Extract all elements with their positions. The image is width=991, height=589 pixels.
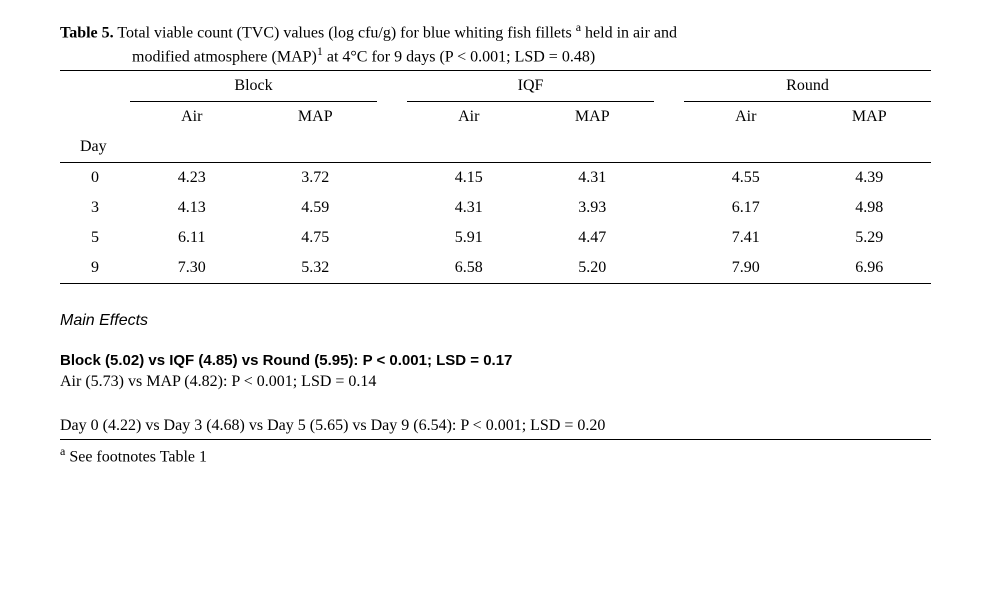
- table-body: 04.233.72 4.154.31 4.554.39 34.134.59 4.313.…: [60, 163, 931, 284]
- data-cell: 7.90: [684, 253, 808, 284]
- main-effects-line-2: Air (5.73) vs MAP (4.82): P < 0.001; LSD…: [60, 373, 931, 391]
- data-cell: 3.93: [531, 193, 655, 223]
- col-group-round: Round: [684, 71, 931, 102]
- data-cell: 4.23: [130, 163, 254, 194]
- data-cell: 5.91: [407, 223, 531, 253]
- day-header: Day: [60, 132, 130, 163]
- day-cell: 5: [60, 223, 130, 253]
- col-group-block: Block: [130, 71, 377, 102]
- table-row: 04.233.72 4.154.31 4.554.39: [60, 163, 931, 194]
- data-cell: 4.59: [254, 193, 378, 223]
- data-cell: 4.31: [407, 193, 531, 223]
- table-row: 56.114.75 5.914.47 7.415.29: [60, 223, 931, 253]
- data-cell: 5.29: [808, 223, 932, 253]
- spacer-cell: [654, 193, 684, 223]
- col-air: Air: [130, 102, 254, 133]
- data-cell: 4.13: [130, 193, 254, 223]
- spacer-cell: [654, 253, 684, 284]
- table-label: Table 5.: [60, 24, 114, 41]
- data-cell: 4.15: [407, 163, 531, 194]
- col-map: MAP: [531, 102, 655, 133]
- data-cell: 4.47: [531, 223, 655, 253]
- table-row: 34.134.59 4.313.93 6.174.98: [60, 193, 931, 223]
- data-cell: 5.20: [531, 253, 655, 284]
- footnote: a See footnotes Table 1: [60, 442, 931, 466]
- data-cell: 4.98: [808, 193, 932, 223]
- footnote-text: See footnotes Table 1: [65, 449, 207, 466]
- col-group-iqf: IQF: [407, 71, 654, 102]
- data-cell: 6.17: [684, 193, 808, 223]
- caption-text-2: modified atmosphere (MAP): [132, 48, 317, 65]
- data-cell: 6.11: [130, 223, 254, 253]
- caption-text-1b: held in air and: [581, 24, 677, 41]
- data-cell: 6.96: [808, 253, 932, 284]
- data-cell: 4.75: [254, 223, 378, 253]
- data-table: Block IQF Round Air MAP Air MAP Air MAP …: [60, 70, 931, 284]
- main-effects-line-1: Block (5.02) vs IQF (4.85) vs Round (5.9…: [60, 352, 931, 369]
- spacer-cell: [377, 253, 407, 284]
- col-map: MAP: [808, 102, 932, 133]
- spacer-cell: [654, 223, 684, 253]
- col-air: Air: [407, 102, 531, 133]
- data-cell: 3.72: [254, 163, 378, 194]
- day-cell: 3: [60, 193, 130, 223]
- main-effects-title: Main Effects: [60, 312, 931, 330]
- spacer-cell: [377, 223, 407, 253]
- data-cell: 4.39: [808, 163, 932, 194]
- caption-text-2b: at 4°C for 9 days (P < 0.001; LSD = 0.48…: [323, 48, 595, 65]
- day-cell: 0: [60, 163, 130, 194]
- data-cell: 7.41: [684, 223, 808, 253]
- day-cell: 9: [60, 253, 130, 284]
- data-cell: 4.31: [531, 163, 655, 194]
- caption-text-1: Total viable count (TVC) values (log cfu…: [114, 24, 576, 41]
- spacer-cell: [377, 163, 407, 194]
- data-cell: 6.58: [407, 253, 531, 284]
- data-cell: 4.55: [684, 163, 808, 194]
- col-air: Air: [684, 102, 808, 133]
- data-cell: 5.32: [254, 253, 378, 284]
- spacer-cell: [654, 163, 684, 194]
- col-map: MAP: [254, 102, 378, 133]
- table-caption: Table 5. Total viable count (TVC) values…: [60, 20, 931, 68]
- data-cell: 7.30: [130, 253, 254, 284]
- table-row: 97.305.32 6.585.20 7.906.96: [60, 253, 931, 284]
- spacer-cell: [377, 193, 407, 223]
- main-effects-line-3: Day 0 (4.22) vs Day 3 (4.68) vs Day 5 (5…: [60, 417, 931, 435]
